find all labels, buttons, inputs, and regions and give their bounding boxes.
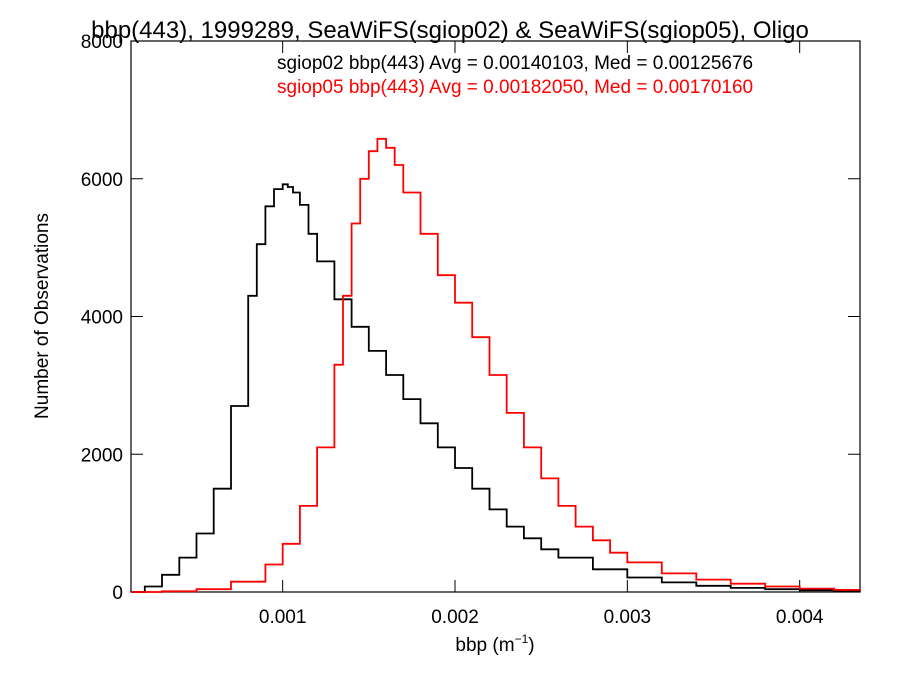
x-tick-label: 0.004 <box>776 607 824 628</box>
x-axis-label: bbp (m−1) <box>455 632 534 656</box>
y-tick-label: 2000 <box>81 445 123 466</box>
chart-title: bbp(443), 1999289, SeaWiFS(sgiop02) & Se… <box>91 17 809 44</box>
stat-annotation: sgiop02 bbp(443) Avg = 0.00140103, Med =… <box>277 53 753 74</box>
stat-annotation: sgiop05 bbp(443) Avg = 0.00182050, Med =… <box>277 77 753 98</box>
x-tick-label: 0.001 <box>259 607 307 628</box>
annotations: sgiop02 bbp(443) Avg = 0.00140103, Med =… <box>277 53 753 98</box>
x-tick-label: 0.002 <box>431 607 479 628</box>
y-axis-label: Number of Observations <box>32 213 53 419</box>
y-axis-ticks: 0 2000 4000 6000 8000 <box>81 32 860 604</box>
y-tick-label: 4000 <box>81 308 123 329</box>
y-tick-label: 6000 <box>81 170 123 191</box>
series-layer <box>131 137 861 593</box>
series-line-0 <box>131 183 861 593</box>
series-line-1 <box>131 137 861 593</box>
y-tick-label: 8000 <box>81 32 123 53</box>
y-tick-label: 0 <box>112 583 123 604</box>
x-tick-label: 0.003 <box>604 607 652 628</box>
